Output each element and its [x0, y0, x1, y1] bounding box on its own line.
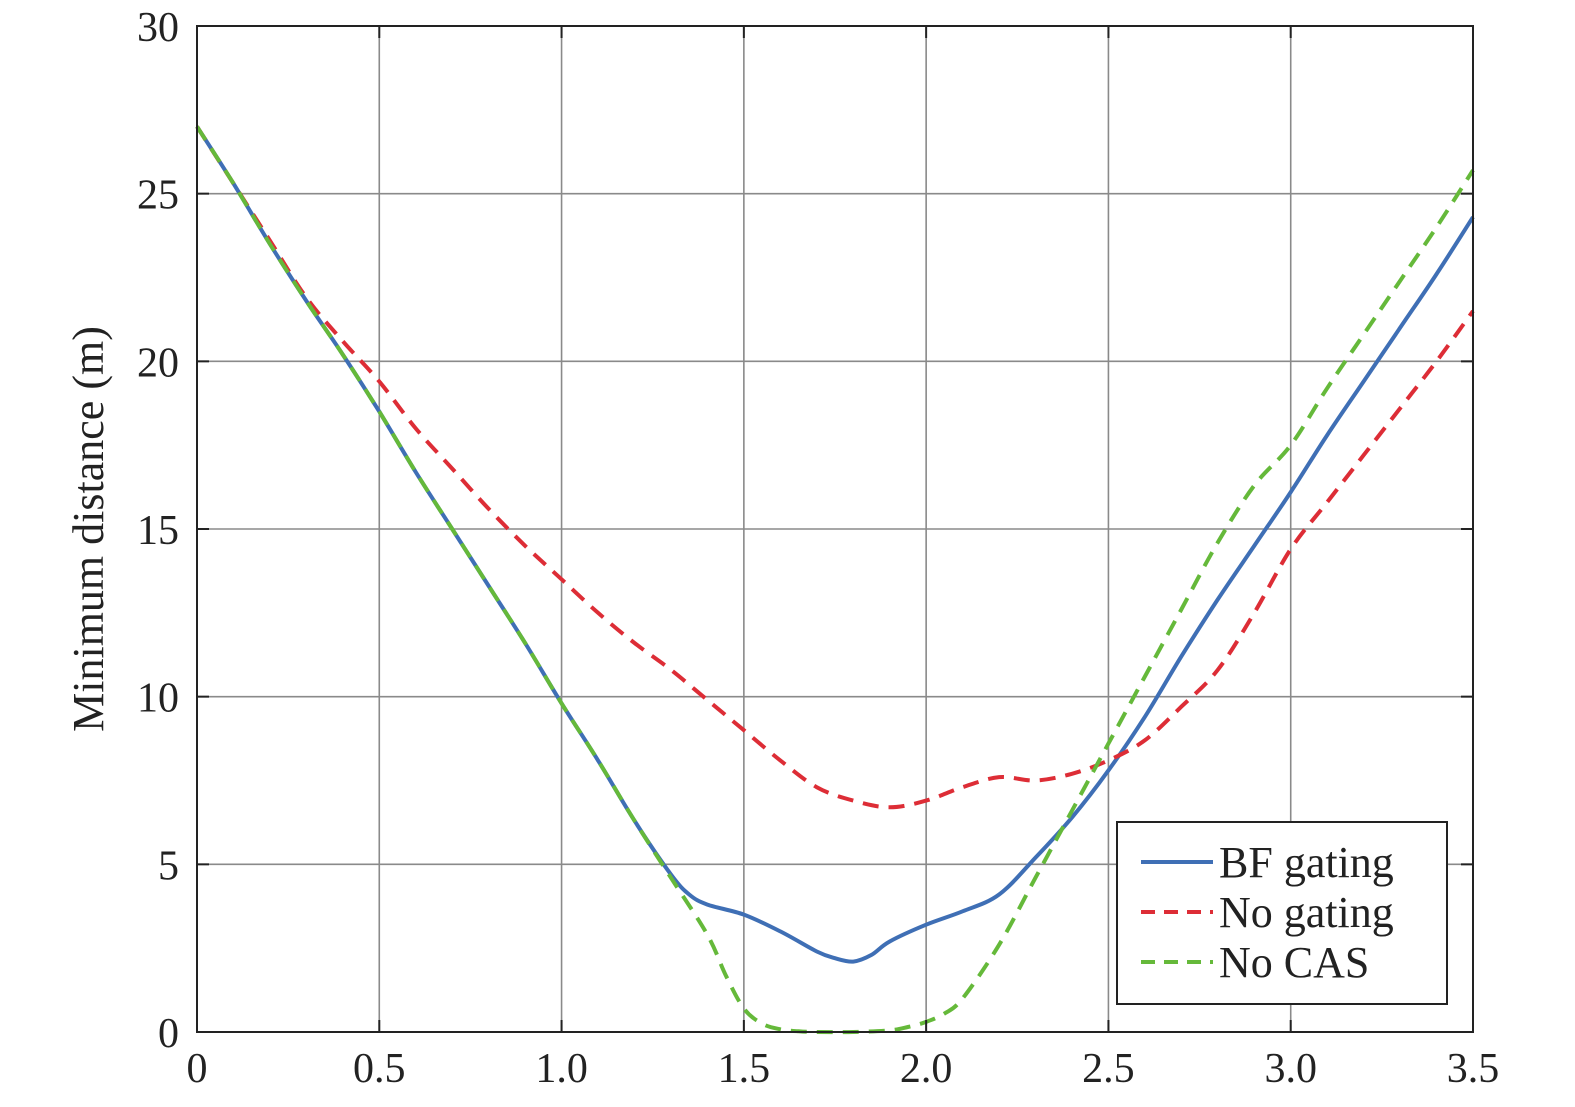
- series-line-no-gating: [195, 125, 1475, 810]
- legend-label-no-gating: No gating: [1219, 888, 1394, 937]
- y-tick-label: 15: [137, 508, 179, 554]
- x-tick-label: 2.5: [1082, 1046, 1135, 1092]
- y-tick-label: 25: [137, 173, 179, 219]
- x-tick-label: 3.0: [1264, 1046, 1317, 1092]
- y-tick-label: 0: [158, 1011, 179, 1057]
- x-tick-label: 0: [187, 1046, 208, 1092]
- legend-label-bf-gating: BF gating: [1219, 838, 1394, 887]
- x-tick-label: 1.5: [718, 1046, 771, 1092]
- x-tick-label: 2.0: [900, 1046, 953, 1092]
- y-tick-label: 5: [158, 843, 179, 889]
- y-axis-label: Minimum distance (m): [64, 326, 113, 732]
- y-tick-label: 10: [137, 676, 179, 722]
- legend-label-no-cas: No CAS: [1219, 938, 1369, 987]
- x-tick-label: 0.5: [353, 1046, 406, 1092]
- tick-marks: [196, 25, 1474, 1033]
- y-tick-label: 20: [137, 340, 179, 386]
- series-line-no-cas: [195, 125, 1475, 1035]
- x-tick-label: 3.5: [1447, 1046, 1500, 1092]
- series-lines: [195, 125, 1475, 1035]
- y-tick-label: 30: [137, 5, 179, 51]
- x-tick-label: 1.0: [535, 1046, 588, 1092]
- grid-lines: [197, 26, 1473, 1032]
- tick-labels: 0 0.5 1.0 1.5 2.0 2.5 3.0 3.5 0 5 10 15 20 25 30: [137, 5, 1499, 1092]
- series-line-bf-gating: [195, 125, 1475, 964]
